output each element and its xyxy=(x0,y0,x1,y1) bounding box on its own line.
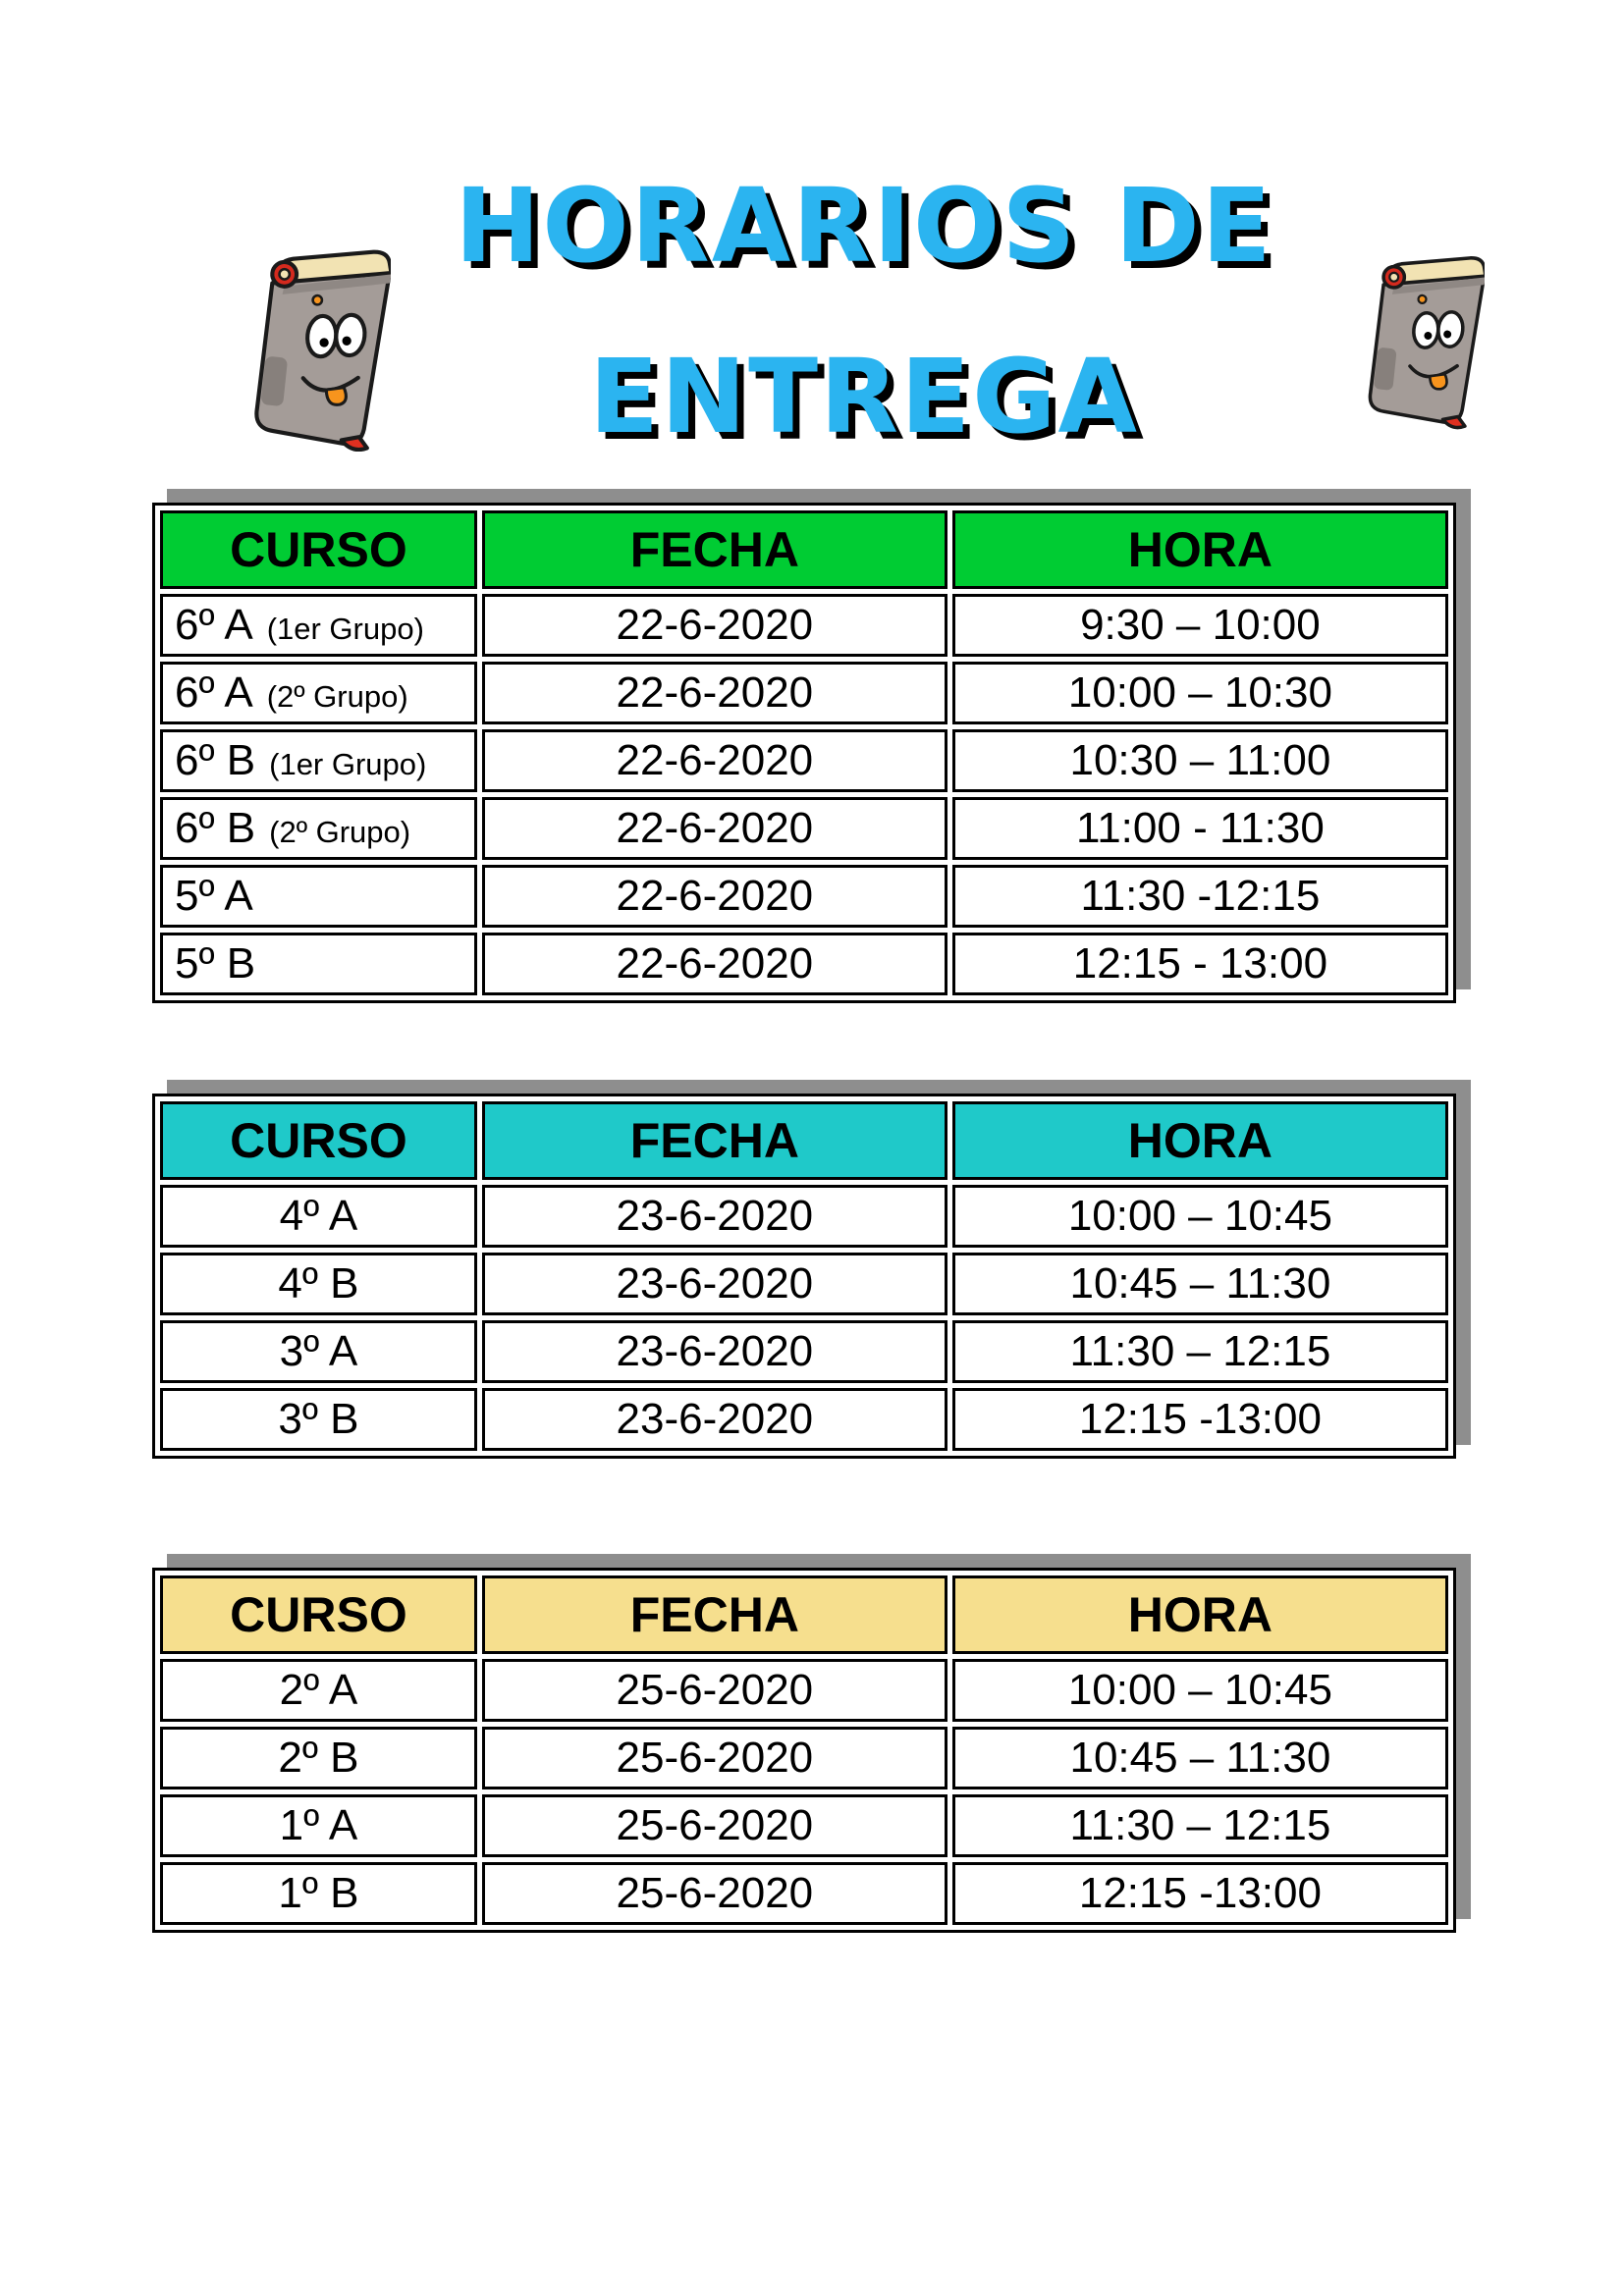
column-header-hora: HORA xyxy=(951,1575,1448,1654)
column-header-hora: HORA xyxy=(951,510,1448,589)
cell-curso: 6º B (2º Grupo) xyxy=(160,797,477,860)
cell-fecha: 22-6-2020 xyxy=(481,662,947,724)
table-row: 6º A (1er Grupo) 22-6-2020 9:30 – 10:00 xyxy=(160,594,1448,657)
table-row: 4º A 23-6-2020 10:00 – 10:45 xyxy=(160,1185,1448,1248)
table-row: 5º B 22-6-2020 12:15 - 13:00 xyxy=(160,933,1448,995)
cell-curso: 4º B xyxy=(160,1253,477,1315)
table-row: 6º B (1er Grupo) 22-6-2020 10:30 – 11:00 xyxy=(160,729,1448,792)
cell-hora: 9:30 – 10:00 xyxy=(951,594,1448,657)
cell-curso: 3º B xyxy=(160,1388,477,1451)
cell-fecha: 23-6-2020 xyxy=(481,1388,947,1451)
schedule-table: CURSO FECHA HORA 2º A 25-6-2020 10:00 – 10:45… xyxy=(152,1568,1456,1933)
column-header-hora: HORA xyxy=(951,1101,1448,1180)
cell-hora: 11:00 - 11:30 xyxy=(951,797,1448,860)
header-row: CURSO FECHA HORA xyxy=(160,1101,1448,1180)
cell-hora: 10:00 – 10:45 xyxy=(951,1185,1448,1248)
cell-fecha: 22-6-2020 xyxy=(481,865,947,928)
table-row: 3º A 23-6-2020 11:30 – 12:15 xyxy=(160,1320,1448,1383)
page-title-line1: HORARIOS DE xyxy=(455,166,1273,286)
schedule-table: CURSO FECHA HORA 6º A (1er Grupo) 22-6-2020 9:… xyxy=(152,503,1456,1003)
cell-hora: 10:00 – 10:45 xyxy=(951,1659,1448,1722)
cell-curso: 6º B (1er Grupo) xyxy=(160,729,477,792)
cell-hora: 12:15 - 13:00 xyxy=(951,933,1448,995)
table-row: 3º B 23-6-2020 12:15 -13:00 xyxy=(160,1388,1448,1451)
cell-curso: 1º B xyxy=(160,1862,477,1925)
column-header-curso: CURSO xyxy=(160,1575,477,1654)
header-row: CURSO FECHA HORA xyxy=(160,510,1448,589)
cell-fecha: 22-6-2020 xyxy=(481,933,947,995)
schedule-table-block-1: CURSO FECHA HORA 6º A (1er Grupo) 22-6-2020 9:… xyxy=(152,503,1456,1003)
cell-hora: 10:30 – 11:00 xyxy=(951,729,1448,792)
cell-fecha: 22-6-2020 xyxy=(481,797,947,860)
cell-curso: 2º A xyxy=(160,1659,477,1722)
table-row: 6º A (2º Grupo) 22-6-2020 10:00 – 10:30 xyxy=(160,662,1448,724)
column-header-curso: CURSO xyxy=(160,1101,477,1180)
cell-hora: 11:30 – 12:15 xyxy=(951,1794,1448,1857)
table-row: 2º A 25-6-2020 10:00 – 10:45 xyxy=(160,1659,1448,1722)
curso-group-note: (2º Grupo) xyxy=(266,679,408,714)
cell-fecha: 23-6-2020 xyxy=(481,1185,947,1248)
schedule-table-block-3: CURSO FECHA HORA 2º A 25-6-2020 10:00 – 10:45… xyxy=(152,1568,1456,1933)
table-row: 1º B 25-6-2020 12:15 -13:00 xyxy=(160,1862,1448,1925)
cell-fecha: 22-6-2020 xyxy=(481,594,947,657)
table-row: 5º A 22-6-2020 11:30 -12:15 xyxy=(160,865,1448,928)
cell-hora: 11:30 – 12:15 xyxy=(951,1320,1448,1383)
cell-hora: 10:45 – 11:30 xyxy=(951,1727,1448,1789)
column-header-fecha: FECHA xyxy=(481,510,947,589)
header-row: CURSO FECHA HORA xyxy=(160,1575,1448,1654)
column-header-fecha: FECHA xyxy=(481,1101,947,1180)
cell-hora: 10:45 – 11:30 xyxy=(951,1253,1448,1315)
schedule-table-block-2: CURSO FECHA HORA 4º A 23-6-2020 10:00 – 10:45… xyxy=(152,1094,1456,1459)
cell-curso: 5º B xyxy=(160,933,477,995)
curso-group-note: (2º Grupo) xyxy=(269,815,411,849)
cell-curso: 4º A xyxy=(160,1185,477,1248)
cell-curso: 6º A (1er Grupo) xyxy=(160,594,477,657)
table-row: 4º B 23-6-2020 10:45 – 11:30 xyxy=(160,1253,1448,1315)
cell-curso: 5º A xyxy=(160,865,477,928)
cell-fecha: 25-6-2020 xyxy=(481,1727,947,1789)
cell-curso: 6º A (2º Grupo) xyxy=(160,662,477,724)
cell-curso: 3º A xyxy=(160,1320,477,1383)
cell-hora: 12:15 -13:00 xyxy=(951,1388,1448,1451)
cell-fecha: 25-6-2020 xyxy=(481,1794,947,1857)
curso-group-note: (1er Grupo) xyxy=(269,747,427,781)
cell-hora: 12:15 -13:00 xyxy=(951,1862,1448,1925)
cell-curso: 2º B xyxy=(160,1727,477,1789)
cell-fecha: 25-6-2020 xyxy=(481,1862,947,1925)
smiling-book-icon xyxy=(254,249,391,452)
schedule-table: CURSO FECHA HORA 4º A 23-6-2020 10:00 – 10:45… xyxy=(152,1094,1456,1459)
cell-hora: 10:00 – 10:30 xyxy=(951,662,1448,724)
cell-fecha: 25-6-2020 xyxy=(481,1659,947,1722)
table-row: 6º B (2º Grupo) 22-6-2020 11:00 - 11:30 xyxy=(160,797,1448,860)
cell-fecha: 22-6-2020 xyxy=(481,729,947,792)
cell-fecha: 23-6-2020 xyxy=(481,1320,947,1383)
column-header-fecha: FECHA xyxy=(481,1575,947,1654)
page-title-line2: ENTREGA xyxy=(589,337,1139,456)
column-header-curso: CURSO xyxy=(160,510,477,589)
cell-hora: 11:30 -12:15 xyxy=(951,865,1448,928)
table-row: 2º B 25-6-2020 10:45 – 11:30 xyxy=(160,1727,1448,1789)
table-row: 1º A 25-6-2020 11:30 – 12:15 xyxy=(160,1794,1448,1857)
cell-curso: 1º A xyxy=(160,1794,477,1857)
cell-fecha: 23-6-2020 xyxy=(481,1253,947,1315)
curso-group-note: (1er Grupo) xyxy=(266,612,424,646)
smiling-book-icon xyxy=(1368,256,1485,430)
